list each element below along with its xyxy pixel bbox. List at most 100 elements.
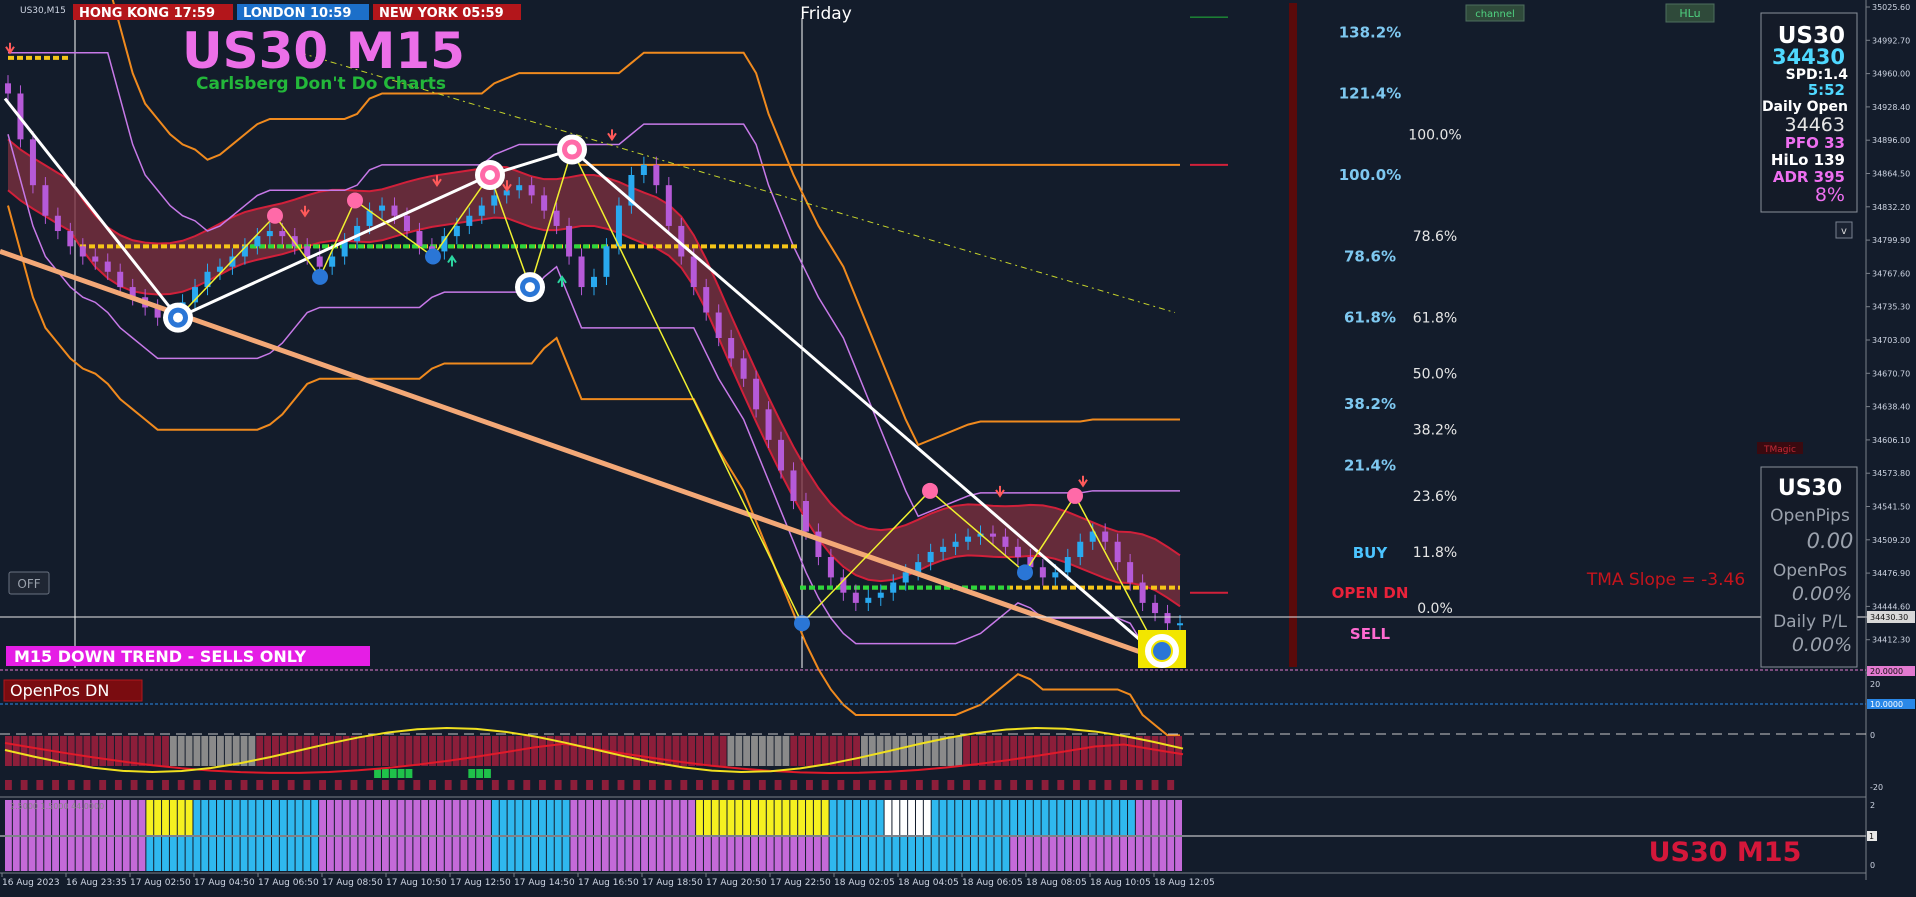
- trend-strength-bar-top: [154, 800, 162, 835]
- openpos-green-bar: [405, 769, 413, 778]
- trend-strength-bar-bottom: [735, 837, 743, 871]
- channel-button[interactable]: [1465, 4, 1525, 22]
- current-swing-marker-fill: [1153, 642, 1171, 660]
- trend-strength-bar-bottom: [743, 837, 751, 871]
- openpos-lower-bar: [1151, 780, 1159, 790]
- trend-strength-bar-bottom: [169, 837, 177, 871]
- openpos-histogram-bar: [397, 736, 405, 766]
- openpos-histogram-bar: [342, 736, 350, 766]
- openpos-lower-bar: [633, 780, 641, 790]
- panel-price: 34430: [1772, 45, 1845, 69]
- trend-strength-bar-top: [703, 800, 711, 835]
- time-tick-label: 17 Aug 02:50: [130, 878, 191, 888]
- openpos-histogram-bar: [648, 736, 656, 766]
- openpos-lower-bar: [1104, 780, 1112, 790]
- swing-low-dot: [794, 615, 810, 632]
- openpos-lower-bar: [381, 780, 389, 790]
- openpos-histogram-bar: [476, 736, 484, 766]
- trend-strength-bar-bottom: [1159, 837, 1167, 871]
- fib-level-label-white: 78.6%: [1413, 229, 1457, 245]
- openpos-lower-bar: [224, 780, 232, 790]
- trend-strength-bar-bottom: [1151, 837, 1159, 871]
- openpos-histogram-bar: [1143, 736, 1151, 766]
- trend-strength-bar-bottom: [1128, 837, 1135, 871]
- trend-strength-bar-bottom: [523, 837, 531, 871]
- trend-strength-bar-top: [908, 800, 915, 835]
- trend-strength-bar-top: [1096, 800, 1104, 835]
- trend-strength-bar-top: [1175, 800, 1182, 835]
- trend-strength-bar-top: [1128, 800, 1135, 835]
- down-arrow-icon: [502, 180, 512, 193]
- fib-level-label: 100.0%: [1339, 166, 1401, 184]
- openpos-histogram-bar: [774, 736, 782, 766]
- openpos-histogram-bar: [177, 736, 185, 766]
- price-tick-label: 34476.90: [1872, 569, 1910, 578]
- trend-strength-bar-bottom: [908, 837, 915, 871]
- openpos-histogram-bar: [381, 736, 389, 766]
- trend-strength-bar-bottom: [963, 837, 970, 871]
- buy-signal: BUY: [1353, 544, 1389, 562]
- trend-strength-bar-bottom: [405, 837, 413, 871]
- candle-body: [890, 582, 897, 593]
- time-tick-label: 16 Aug 2023: [2, 878, 60, 888]
- trend-strength-bar-top: [1049, 800, 1057, 835]
- trend-strength-bar-bottom: [248, 837, 256, 871]
- trend-strength-bar-top: [1143, 800, 1151, 835]
- trend-strength-bar-bottom: [515, 837, 523, 871]
- openpos-histogram-bar: [452, 736, 460, 766]
- band-upper-line: [8, 52, 1180, 518]
- openpos-lower-bar: [586, 780, 593, 790]
- openpos-lower-bar: [648, 780, 656, 790]
- trend-strength-bar-top: [727, 800, 735, 835]
- candle-body: [902, 572, 909, 583]
- openpos-histogram-bar: [311, 736, 319, 766]
- trend-strength-bar-top: [680, 800, 688, 835]
- info-panel-top: US30 34430 SPD:1.4 5:52 Daily Open 34463…: [1760, 12, 1858, 213]
- openpos-lower-bar: [853, 780, 861, 790]
- collapse-v-button[interactable]: [1835, 221, 1853, 239]
- openpos-histogram-bar: [821, 736, 829, 766]
- openpos-histogram-bar: [531, 736, 539, 766]
- sub1-level-tag-20-text: 20.0000: [1870, 667, 1903, 676]
- fib-level-label-white: 38.2%: [1413, 423, 1457, 439]
- openpos-histogram-bar: [91, 736, 99, 766]
- openpos-histogram-bar: [334, 736, 342, 766]
- trend-strength-bar-bottom: [774, 837, 782, 871]
- openpos-lower-bar: [334, 780, 342, 790]
- trend-strength-bar-top: [303, 800, 311, 835]
- fib-level-label: 78.6%: [1344, 248, 1396, 266]
- trend-strength-bar-top: [1080, 800, 1088, 835]
- tma-band-fill: [8, 139, 1180, 607]
- fib-level-label: 38.2%: [1344, 395, 1396, 413]
- hlu-button[interactable]: [1665, 3, 1715, 23]
- openpos-histogram-bar: [680, 736, 688, 766]
- trend-strength-bar-top: [978, 800, 986, 835]
- candle-body: [1177, 623, 1183, 626]
- off-button[interactable]: [8, 571, 50, 595]
- trend-strength-bar-top: [201, 800, 209, 835]
- candle-body: [29, 139, 36, 186]
- tmagic-button[interactable]: [1757, 442, 1803, 454]
- time-tick-label: 18 Aug 04:05: [898, 878, 959, 888]
- time-tick-label: 17 Aug 16:50: [578, 878, 639, 888]
- trend-strength-bar-bottom: [366, 837, 374, 871]
- trend-strength-bar-bottom: [99, 837, 107, 871]
- candle-body: [790, 470, 797, 501]
- open-dn-signal: OPEN DN: [1332, 584, 1409, 602]
- trend-strength-bar-top: [806, 800, 813, 835]
- openpos-lower-bar: [36, 780, 44, 790]
- candle-body: [42, 185, 49, 216]
- trend-strength-bar-top: [334, 800, 342, 835]
- time-tick-label: 18 Aug 02:05: [834, 878, 895, 888]
- openpos-histogram-bar: [499, 736, 507, 766]
- trend-strength-bar-bottom: [264, 837, 272, 871]
- openpos-histogram-bar: [1041, 736, 1049, 766]
- trend-strength-bar-bottom: [1057, 837, 1065, 871]
- trend-strength-bar-top: [664, 800, 672, 835]
- candle-body: [665, 185, 672, 226]
- swing-low-dot: [312, 268, 328, 285]
- price-tick-label: 35025.60: [1872, 3, 1910, 12]
- trend-strength-bar-top: [444, 800, 452, 835]
- openpos-histogram-bar: [460, 736, 468, 766]
- trend-strength-bar-top: [413, 800, 421, 835]
